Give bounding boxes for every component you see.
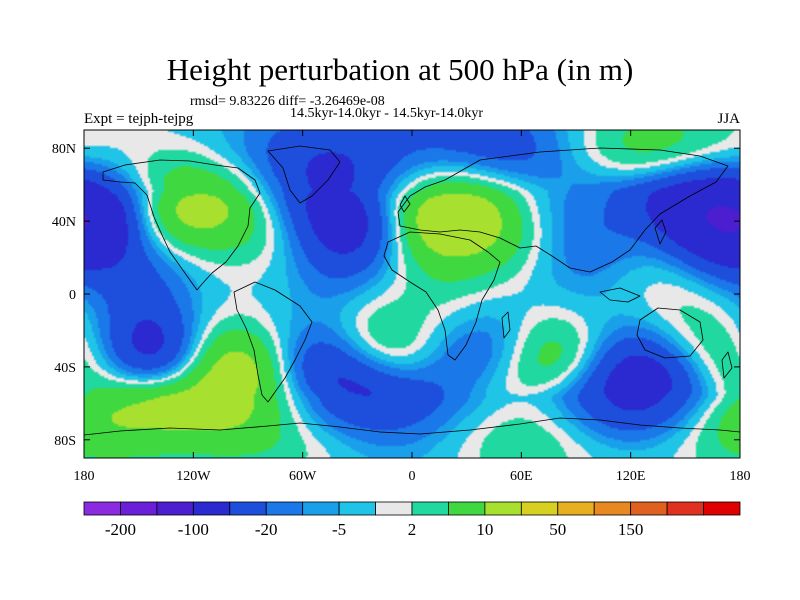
south-america-coast bbox=[233, 281, 313, 403]
stats-line: rmsd= 9.83226 diff= -3.26469e-08 bbox=[190, 94, 385, 109]
longitude-axis: 180 120W 60W 0 60E 120E 180 bbox=[74, 130, 751, 484]
y-tick-label: 80S bbox=[54, 434, 76, 449]
colorbar-label: 2 bbox=[408, 520, 417, 539]
colorbar-swatch bbox=[229, 501, 267, 516]
colorbar-swatch bbox=[484, 501, 522, 516]
colorbar-label: 10 bbox=[476, 520, 493, 539]
colorbar-swatch bbox=[265, 501, 304, 516]
eurasia-coast bbox=[397, 147, 729, 273]
experiment-label: Expt = tejph-tejpg bbox=[84, 111, 194, 127]
colorbar-swatch bbox=[156, 501, 194, 516]
colorbar-swatch bbox=[630, 501, 668, 516]
y-tick-label: 40S bbox=[54, 361, 76, 376]
latitude-axis: 80N 40N 0 40S 80S bbox=[52, 142, 740, 449]
colorbar-swatch bbox=[192, 501, 231, 516]
colorbar-label: 50 bbox=[549, 520, 566, 539]
colorbar-swatch bbox=[666, 501, 704, 516]
colorbar-swatch bbox=[338, 501, 376, 516]
x-tick-label: 180 bbox=[730, 469, 751, 484]
period-line: 14.5kyr-14.0kyr - 14.5kyr-14.0kyr bbox=[290, 106, 484, 121]
y-tick-label: 0 bbox=[69, 288, 76, 303]
anomaly-field bbox=[84, 130, 740, 458]
colorbar-label: -5 bbox=[332, 520, 346, 539]
colorbar-swatch bbox=[411, 501, 449, 516]
x-tick-label: 120W bbox=[176, 469, 211, 484]
x-tick-label: 0 bbox=[409, 469, 416, 484]
colorbar-swatch bbox=[120, 501, 158, 516]
colorbar: -200 -100 -20 -5 2 10 50 150 bbox=[83, 501, 741, 539]
new-zealand-coast bbox=[721, 351, 733, 379]
x-tick-label: 180 bbox=[74, 469, 95, 484]
australia-coast bbox=[636, 307, 704, 359]
colorbar-label: -100 bbox=[178, 520, 209, 539]
colorbar-swatch bbox=[302, 501, 340, 516]
coastlines bbox=[84, 145, 740, 436]
x-tick-label: 120E bbox=[616, 469, 646, 484]
season-label: JJA bbox=[717, 111, 740, 127]
y-tick-label: 40N bbox=[52, 215, 76, 230]
x-tick-label: 60W bbox=[289, 469, 317, 484]
antarctica-coast bbox=[84, 417, 740, 436]
x-tick-label: 60E bbox=[510, 469, 533, 484]
colorbar-label: 150 bbox=[618, 520, 644, 539]
y-tick-label: 80N bbox=[52, 142, 76, 157]
africa-coast bbox=[383, 231, 501, 361]
colorbar-swatch bbox=[83, 501, 121, 516]
colorbar-swatch bbox=[448, 501, 486, 516]
plot-title: Height perturbation at 500 hPa (in m) bbox=[166, 52, 634, 87]
colorbar-label: -20 bbox=[255, 520, 278, 539]
colorbar-swatch bbox=[520, 501, 559, 516]
colorbar-swatch bbox=[703, 501, 741, 516]
colorbar-swatch bbox=[593, 501, 632, 516]
colorbar-swatch bbox=[375, 501, 413, 516]
north-america-coast bbox=[102, 159, 261, 291]
maritime-continent-coast bbox=[599, 287, 641, 303]
greenland-coast bbox=[267, 145, 341, 204]
colorbar-swatch bbox=[557, 501, 595, 516]
colorbar-label: -200 bbox=[105, 520, 136, 539]
british-isles-coast bbox=[399, 195, 411, 213]
japan-coast bbox=[654, 219, 667, 245]
madagascar-coast bbox=[501, 311, 511, 339]
